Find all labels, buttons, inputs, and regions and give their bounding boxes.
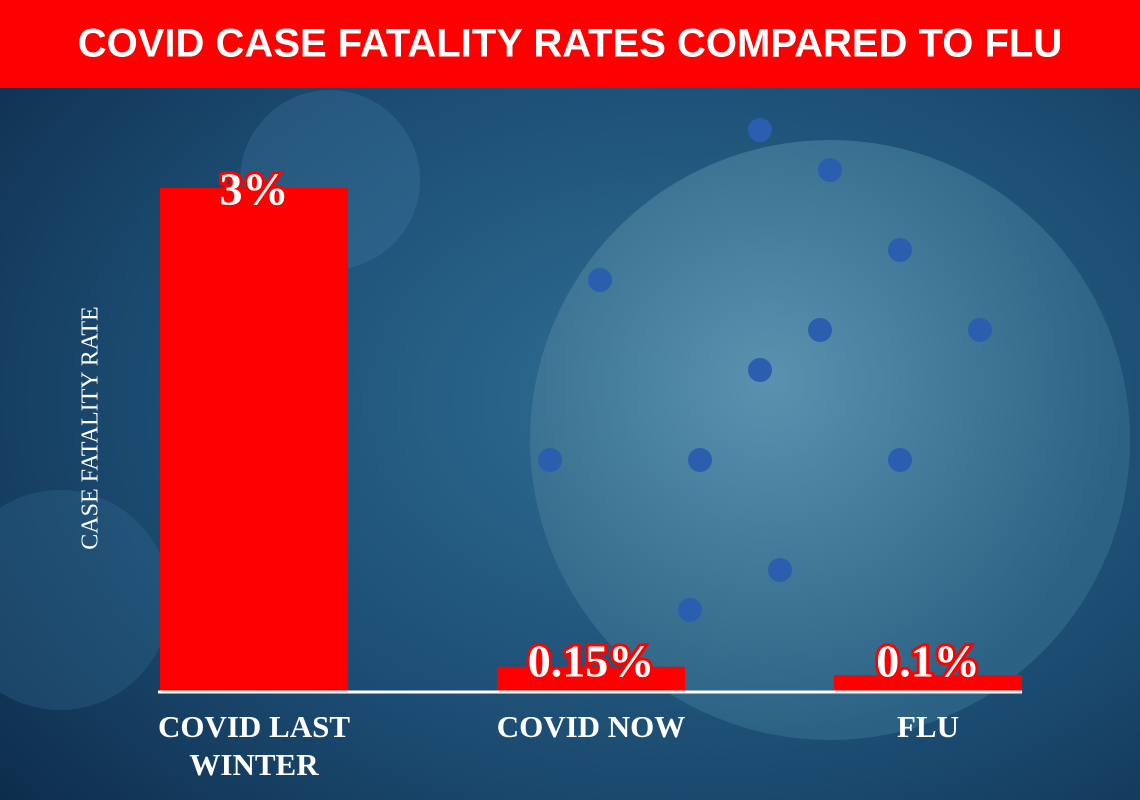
bar <box>834 675 1022 692</box>
bar <box>497 666 685 692</box>
title-banner <box>0 0 1140 88</box>
x-tick-label: COVID NOW <box>496 709 686 744</box>
value-label: 0.15% <box>528 636 655 687</box>
virus-decoration <box>0 490 170 710</box>
y-axis-label: CASE FATALITY RATE <box>78 306 104 549</box>
value-label: 0.1% <box>876 636 980 687</box>
x-tick-label: FLU <box>897 709 959 744</box>
value-label: 3% <box>220 164 289 215</box>
x-tick-label: COVID LAST WINTER <box>157 709 351 782</box>
bar <box>160 188 348 692</box>
spikes <box>538 118 992 622</box>
chart-title: COVID CASE FATALITY RATES COMPARED TO FL… <box>78 22 1062 66</box>
virus-decoration <box>530 140 1130 740</box>
